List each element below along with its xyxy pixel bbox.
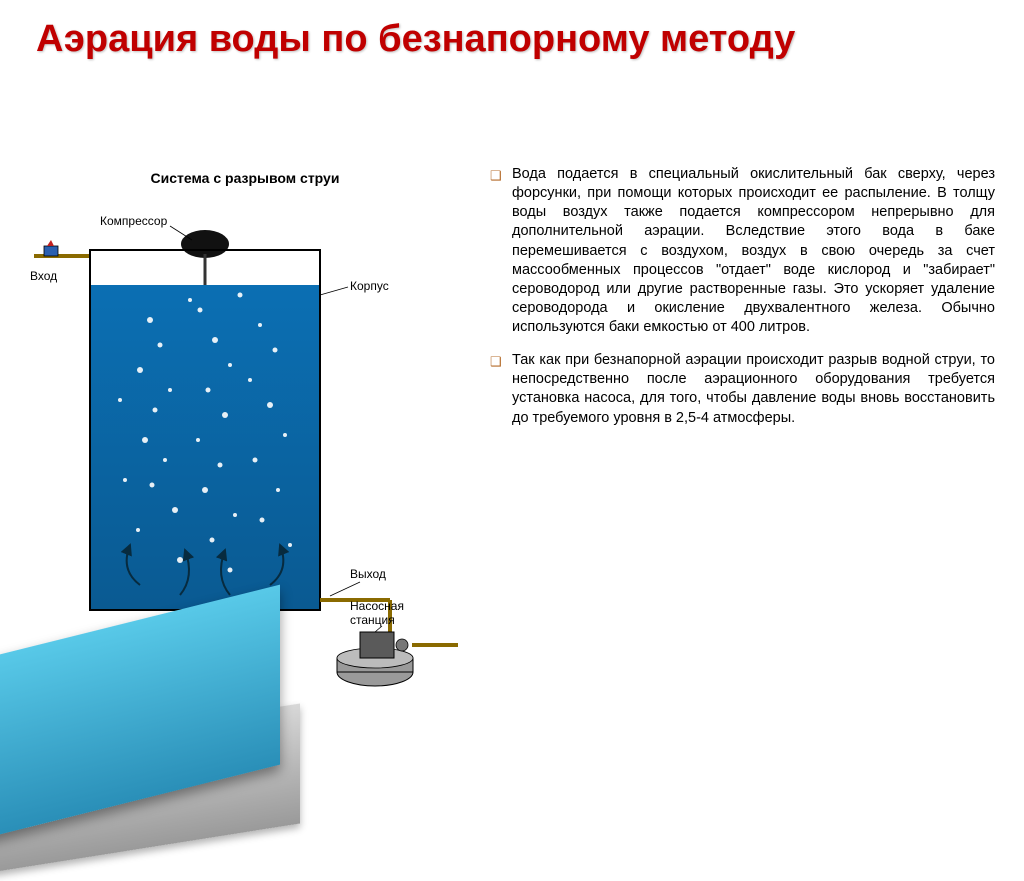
- water-fill: [91, 285, 319, 609]
- label-compressor: Компрессор: [100, 214, 168, 228]
- label-inlet: Вход: [30, 269, 57, 283]
- inlet-valve: [44, 246, 58, 256]
- diagram-caption: Система с разрывом струи: [30, 170, 460, 186]
- label-pump-line1: Насосная: [350, 599, 404, 613]
- slide-title: Аэрация воды по безнапорному методу: [36, 18, 795, 62]
- label-housing: Корпус: [350, 279, 389, 293]
- paragraph-2: Так как при безнапорной аэрации происход…: [490, 351, 995, 428]
- label-outlet: Выход: [350, 567, 386, 581]
- valve-handle-icon: [47, 240, 54, 246]
- pump-motor: [360, 632, 394, 658]
- label-pump-line2: станция: [350, 613, 395, 627]
- paragraph-1: Вода подается в специальный окислительны…: [490, 165, 995, 337]
- text-column: Вода подается в специальный окислительны…: [490, 165, 995, 442]
